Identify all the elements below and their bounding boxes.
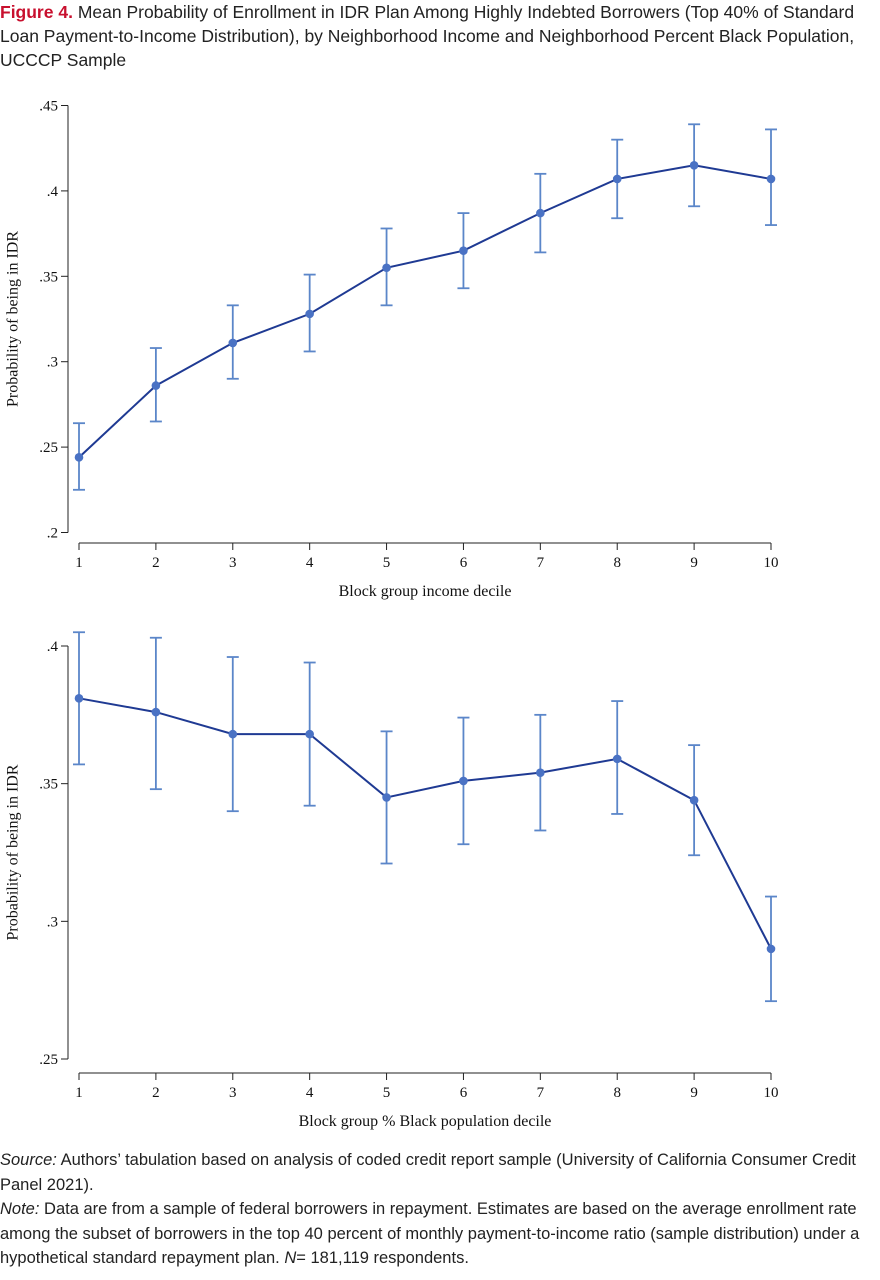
figure-label: Figure 4.	[0, 2, 73, 22]
x-tick-label: 2	[152, 1085, 160, 1101]
x-tick-label: 6	[460, 1085, 468, 1101]
x-tick-label: 4	[306, 1085, 314, 1101]
x-tick-label: 4	[306, 555, 314, 571]
note-label: Note:	[0, 1200, 40, 1218]
x-tick-label: 7	[537, 555, 545, 571]
data-point	[151, 381, 161, 390]
x-tick-label: 5	[383, 1085, 391, 1101]
data-point	[689, 160, 699, 170]
note-text: Data are from a sample of federal borrow…	[0, 1200, 860, 1267]
data-point	[612, 174, 622, 184]
y-axis-title: Probability of being in IDR	[5, 764, 22, 940]
y-tick-label: .3	[47, 355, 58, 371]
data-point	[612, 754, 622, 764]
data-point	[766, 174, 776, 184]
data-point	[382, 263, 391, 273]
y-tick-label: .35	[39, 777, 58, 793]
n-label: N	[284, 1249, 297, 1267]
y-tick-label: .25	[39, 1052, 58, 1068]
data-point	[305, 729, 314, 739]
source-text: Authors’ tabulation based on analysis of…	[0, 1151, 857, 1194]
x-tick-label: 8	[613, 1085, 621, 1101]
x-tick-label: 10	[764, 1085, 779, 1101]
x-axis-title: Block group income decile	[339, 583, 512, 600]
y-tick-label: .35	[39, 269, 58, 285]
data-point	[459, 246, 468, 255]
data-point	[459, 776, 468, 786]
data-point	[536, 208, 545, 218]
x-tick-label: 9	[690, 1085, 698, 1101]
y-tick-label: .2	[47, 526, 58, 542]
figure-title: Mean Probability of Enrollment in IDR Pl…	[0, 2, 855, 70]
figure-notes: Source: Authors’ tabulation based on ana…	[0, 1148, 880, 1271]
figure-caption: Figure 4. Mean Probability of Enrollment…	[0, 0, 880, 72]
x-tick-label: 3	[229, 555, 237, 571]
y-tick-label: .25	[39, 440, 58, 456]
data-point	[382, 793, 391, 802]
data-point	[151, 707, 161, 717]
n-text: = 181,119 respondents.	[296, 1249, 469, 1267]
y-tick-label: .4	[47, 184, 59, 200]
x-axis-title: Block group % Black population decile	[299, 1113, 552, 1130]
data-point	[305, 309, 314, 319]
x-tick-label: 8	[613, 555, 621, 571]
series-line	[78, 697, 772, 950]
x-tick-label: 1	[75, 1085, 83, 1101]
x-tick-label: 7	[537, 1085, 545, 1101]
data-point	[766, 944, 776, 954]
x-tick-label: 3	[229, 1085, 237, 1101]
series-line	[78, 164, 772, 459]
black-population-decile-chart: .25 .3 .35 .4 1 2 3 4 5 6 7 8 9 10 Block group % Black…	[5, 631, 779, 1130]
x-tick-label: 9	[690, 555, 698, 571]
data-point	[228, 338, 238, 348]
y-tick-label: .3	[47, 914, 58, 930]
y-tick-label: .4	[47, 639, 59, 655]
data-point	[689, 795, 699, 805]
data-point	[74, 453, 84, 462]
data-note: Note: Data are from a sample of federal …	[0, 1197, 880, 1271]
income-decile-chart: .2 .25 .3 .35 .4 .45 1 2 3 4 5 6 7 8 9 10 Block group in…	[5, 99, 779, 601]
source-label: Source:	[0, 1151, 57, 1169]
data-point	[228, 729, 238, 739]
source-note: Source: Authors’ tabulation based on ana…	[0, 1148, 880, 1197]
x-tick-label: 6	[460, 555, 468, 571]
x-tick-label: 10	[764, 555, 779, 571]
y-axis-title: Probability of being in IDR	[5, 231, 22, 407]
data-point	[74, 694, 84, 703]
x-tick-label: 1	[75, 555, 83, 571]
data-point	[536, 768, 545, 777]
y-tick-label: .45	[39, 99, 58, 115]
x-tick-label: 2	[152, 555, 160, 571]
x-tick-label: 5	[383, 555, 391, 571]
